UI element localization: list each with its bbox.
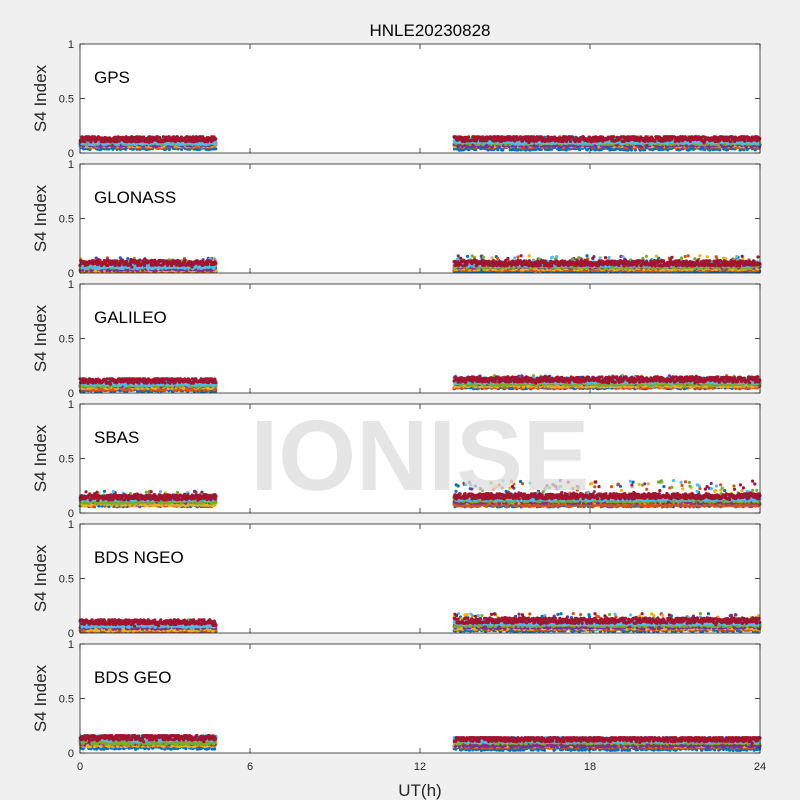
data-point [214, 137, 218, 141]
data-points [78, 135, 762, 152]
axes-background [80, 44, 760, 153]
data-point [158, 136, 162, 140]
data-point [167, 147, 171, 151]
data-point [179, 147, 184, 151]
data-point [213, 142, 217, 146]
data-point [578, 148, 582, 152]
data-point [753, 148, 757, 152]
data-point [83, 140, 87, 144]
